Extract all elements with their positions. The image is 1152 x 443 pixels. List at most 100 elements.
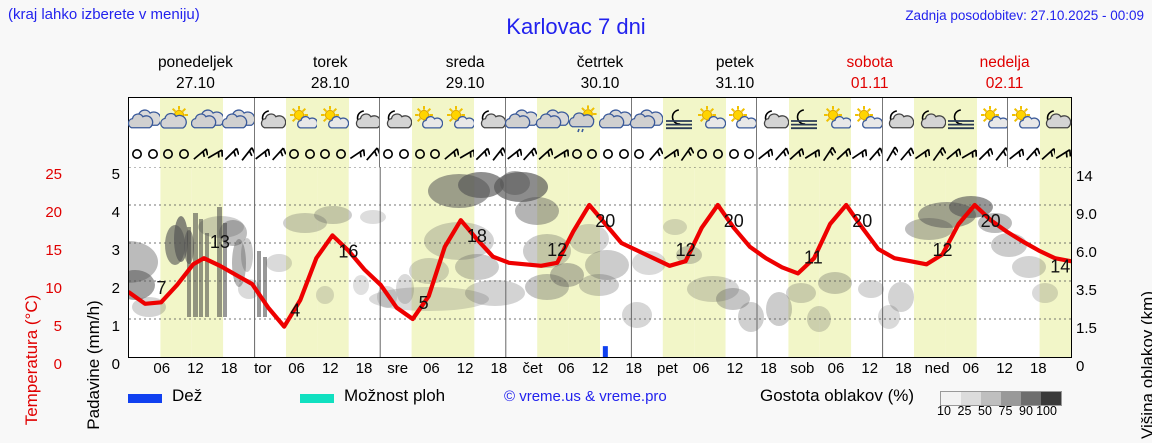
wind-barb-icon [476,147,491,160]
x-tick-17: 12 [726,360,744,377]
wind-barb-calm-icon [744,148,755,159]
day-header-2: sreda 29.10 [398,52,533,96]
cloud-density-tick-2: 50 [978,404,992,418]
x-tick-3: tor [254,360,272,377]
temperature-axis-title: Temperatura (°C) [2,170,41,426]
precipitation-bar [602,346,608,357]
wind-barb-icon [1009,147,1025,160]
day-separator [504,140,506,167]
wind-barb-cell-19 [427,140,444,167]
temperature-label-6: 12 [547,240,567,260]
wind-barb-cell-8 [254,140,271,167]
weather-icon-cell-21 [788,98,820,140]
wind-barb-calm-icon [414,148,425,159]
showers-legend-swatch [300,394,334,403]
day-name: torek [313,54,348,71]
weather-icon-cell-26 [945,98,977,140]
cloud-height-tick-4: 1.5 [1076,320,1097,337]
wind-barb-cell-24 [505,140,523,167]
weather-icon-glyph [763,110,790,129]
wind-barb-cell-14 [348,140,366,167]
weather-icon-cell-18 [694,98,727,140]
wind-barb-cell-50 [914,140,931,167]
weather-icon-glyph [1046,110,1072,129]
wind-barb-cell-52 [945,140,962,167]
wind-barb-calm-icon [618,148,629,159]
weather-icon-cell-29 [1039,98,1072,140]
temperature-tick-2: 15 [45,242,62,259]
weather-icon-cell-0 [127,98,162,140]
weather-icon-glyph [948,109,975,130]
wind-barb-cell-6 [223,140,240,167]
wind-barb-calm-icon [320,148,331,159]
weather-icon-glyph [221,109,256,129]
wind-barb-calm-icon [571,148,582,159]
day-name: ponedeljek [157,54,233,71]
wind-barb-icon [914,148,931,159]
day-separator [1007,140,1009,167]
x-tick-0: 06 [153,360,171,377]
weather-icon-glyph [261,110,287,129]
wind-barb-cell-30 [600,140,616,167]
weather-icon-glyph [889,110,915,129]
weather-icon-glyph [823,106,852,129]
weather-icon-cell-28 [1008,98,1041,140]
weather-icon-cell-14 [568,98,601,140]
cloud-height-tick-5: 0 [1076,358,1085,375]
wind-barb-icon [349,148,366,159]
wind-barb-cell-9 [270,140,287,167]
wind-barb-cell-47 [867,140,884,167]
wind-barb-icon [804,148,821,159]
temperature-label-1: 13 [210,232,230,252]
cloud-height-tick-1: 9.0 [1076,206,1097,223]
precipitation-tick-5: 0 [111,356,120,373]
wind-barb-cell-16 [380,140,396,167]
weather-icon-cell-23 [851,98,884,140]
weather-icon-cell-17 [662,98,695,140]
temperature-label-8: 12 [676,240,696,260]
wind-barb-cell-25 [521,140,539,167]
weather-icon-cell-24 [882,98,915,140]
day-separator [253,98,255,140]
weather-icon-cell-3 [221,98,256,140]
location-menu-hint[interactable]: (kraj lahko izberete v meniju) [8,6,200,23]
wind-barb-row [129,140,1072,168]
wind-barb-icon [553,148,570,159]
weather-icon-glyph [289,106,318,129]
wind-barb-calm-icon [178,148,189,159]
day-separator [504,98,506,140]
wind-barb-cell-26 [537,140,554,167]
copyright-label[interactable]: © vreme.us & vreme.pro [504,388,667,405]
wind-barb-cell-15 [364,140,381,167]
wind-barb-calm-icon [602,148,613,159]
temperature-label-3: 16 [338,241,358,261]
wind-barb-icon [789,147,805,160]
temperature-label-11: 20 [852,211,872,231]
x-tick-7: sre [387,360,409,377]
chart-legend: Dež Možnost ploh © vreme.us & vreme.pro … [128,385,1148,418]
day-date: 01.11 [850,75,889,92]
x-tick-13: 12 [591,360,609,377]
weather-icon-cell-12 [504,98,539,140]
cloud-density-swatch-1 [961,392,981,405]
x-tick-24: 06 [962,360,980,377]
weather-icon-glyph [1012,106,1041,129]
wind-barb-cell-59 [1055,140,1072,167]
x-tick-19: sob [790,360,815,377]
weather-icon-cell-7 [348,98,381,140]
wind-barb-icon [192,147,209,160]
wind-barb-icon [523,146,539,161]
weather-icon-glyph [504,109,539,129]
day-separator [379,98,381,140]
wind-barb-cell-22 [474,140,491,167]
x-tick-22: 18 [895,360,912,377]
day-date: 27.10 [176,75,215,92]
weather-icon-glyph [160,106,189,129]
rain-legend-swatch [128,394,162,403]
cloud-density-scale [940,391,1062,406]
day-separator [1007,98,1009,140]
x-tick-10: 18 [490,360,508,377]
weather-icon-cell-8 [380,98,413,140]
x-tick-12: 06 [557,360,575,377]
wind-barb-icon [1041,147,1057,160]
